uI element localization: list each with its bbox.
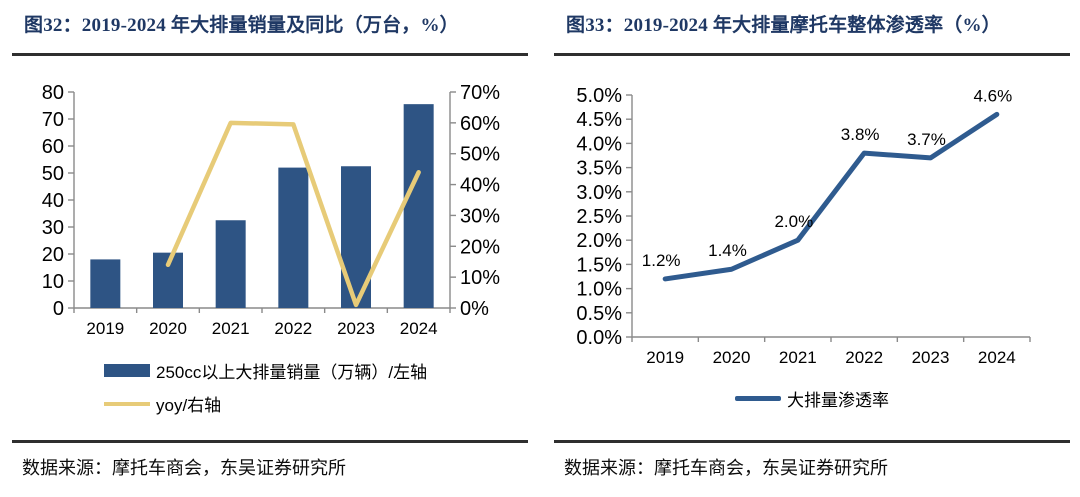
legend-item-yoy: yoy/右轴: [104, 387, 427, 420]
svg-text:80: 80: [42, 82, 64, 104]
point-label: 1.4%: [708, 241, 747, 260]
svg-text:2024: 2024: [400, 319, 438, 338]
figure-33-legend: 大排量渗透率: [554, 382, 1070, 415]
bottom-divider: [12, 440, 528, 443]
combo-chart-group: 0 10 20 30 40 50 60 70 80 0% 10% 20% 30% 40% 50% 60% 70%…: [42, 82, 500, 338]
svg-text:20: 20: [42, 244, 64, 266]
svg-text:4.5%: 4.5%: [576, 109, 622, 131]
sales-bar-swatch: [104, 364, 150, 377]
penetration-line-swatch: [735, 396, 781, 401]
svg-text:30%: 30%: [460, 205, 500, 227]
point-label: 3.7%: [907, 130, 946, 149]
svg-text:10%: 10%: [460, 267, 500, 289]
point-label: 3.8%: [841, 125, 880, 144]
svg-text:2.5%: 2.5%: [576, 206, 622, 228]
svg-text:1.0%: 1.0%: [576, 279, 622, 301]
svg-text:2021: 2021: [212, 319, 250, 338]
point-label: 4.6%: [973, 86, 1012, 105]
svg-text:3.0%: 3.0%: [576, 182, 622, 204]
svg-text:10: 10: [42, 271, 64, 293]
yoy-line-swatch: [104, 401, 150, 406]
svg-text:70%: 70%: [460, 82, 500, 104]
figure-32-panel: 图32：2019-2024 年大排量销量及同比（万台，%） 0 10 20 30 40 5…: [12, 0, 528, 497]
svg-text:2020: 2020: [713, 348, 751, 367]
svg-text:0: 0: [53, 298, 64, 320]
point-label: 1.2%: [642, 251, 681, 270]
svg-text:70: 70: [42, 109, 64, 131]
legend-item-sales: 250cc以上大排量销量（万辆）/左轴: [104, 354, 427, 387]
svg-text:4.0%: 4.0%: [576, 133, 622, 155]
penetration-legend-label: 大排量渗透率: [787, 391, 889, 410]
sales-legend-label: 250cc以上大排量销量（万辆）/左轴: [156, 363, 428, 382]
title-divider: [554, 53, 1070, 56]
svg-text:20%: 20%: [460, 236, 500, 258]
svg-text:2020: 2020: [149, 319, 187, 338]
svg-text:50: 50: [42, 163, 64, 185]
legend-item-penetration: 大排量渗透率: [735, 382, 889, 415]
svg-text:3.5%: 3.5%: [576, 158, 622, 180]
sales-yoy-chart: 0 10 20 30 40 50 60 70 80 0% 10% 20% 30% 40% 50% 60% 70%…: [42, 82, 500, 338]
svg-text:2023: 2023: [912, 348, 950, 367]
figure-32-legend: 250cc以上大排量销量（万辆）/左轴 yoy/右轴: [104, 354, 427, 420]
svg-text:40: 40: [42, 190, 64, 212]
figure-32-title: 图32：2019-2024 年大排量销量及同比（万台，%）: [24, 15, 459, 36]
penetration-line: [662, 111, 1000, 282]
svg-text:2021: 2021: [779, 348, 817, 367]
svg-text:30: 30: [42, 217, 64, 239]
svg-text:60%: 60%: [460, 113, 500, 135]
svg-text:0.0%: 0.0%: [576, 327, 622, 349]
svg-text:0.5%: 0.5%: [576, 303, 622, 325]
point-label: 2.0%: [774, 212, 813, 231]
yoy-legend-label: yoy/右轴: [156, 396, 222, 415]
penetration-chart: 0.0%0.5%1.0%1.5%2.0%2.5%3.0%3.5%4.0%4.5%…: [576, 85, 1031, 367]
svg-text:2019: 2019: [646, 348, 684, 367]
svg-text:2019: 2019: [86, 319, 124, 338]
svg-text:2022: 2022: [845, 348, 883, 367]
svg-text:2023: 2023: [337, 319, 375, 338]
yoy-line: [165, 120, 421, 308]
source-note: 数据来源：摩托车商会，东吴证券研究所: [22, 458, 346, 478]
line-chart-group: 0.0%0.5%1.0%1.5%2.0%2.5%3.0%3.5%4.0%4.5%…: [576, 85, 1031, 367]
bottom-divider: [554, 440, 1070, 443]
svg-text:0%: 0%: [460, 298, 489, 320]
svg-text:2.0%: 2.0%: [576, 230, 622, 252]
figure-33-panel: 图33：2019-2024 年大排量摩托车整体渗透率（%） 0.0% 0.5% 1.…: [554, 0, 1070, 497]
svg-text:5.0%: 5.0%: [576, 85, 622, 107]
svg-text:2024: 2024: [978, 348, 1016, 367]
svg-text:50%: 50%: [460, 144, 500, 166]
sales-bars: [90, 104, 434, 309]
svg-text:60: 60: [42, 136, 64, 158]
svg-text:2022: 2022: [274, 319, 312, 338]
svg-text:40%: 40%: [460, 175, 500, 197]
source-note: 数据来源：摩托车商会，东吴证券研究所: [564, 458, 888, 478]
svg-text:1.5%: 1.5%: [576, 254, 622, 276]
figure-33-title: 图33：2019-2024 年大排量摩托车整体渗透率（%）: [566, 15, 1001, 36]
title-divider: [12, 53, 528, 56]
